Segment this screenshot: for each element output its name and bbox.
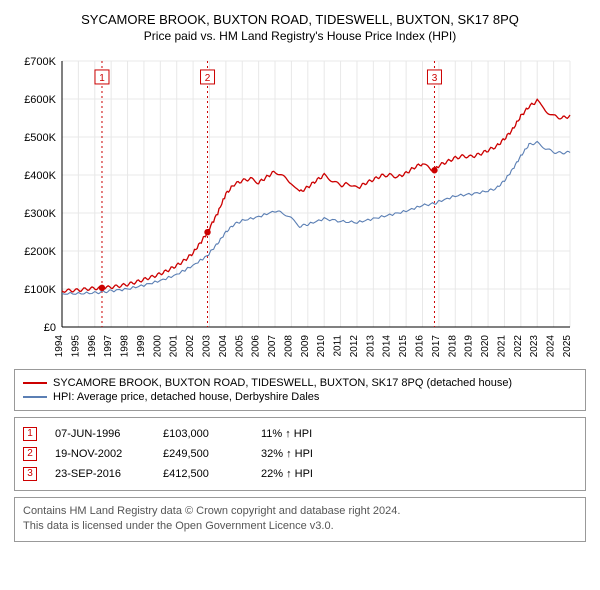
svg-text:£600K: £600K [24,94,56,106]
svg-text:2019: 2019 [464,335,475,358]
sale-row: 3 23-SEP-2016 £412,500 22% ↑ HPI [23,464,577,484]
svg-text:2025: 2025 [562,335,573,358]
svg-text:2009: 2009 [300,335,311,358]
svg-text:2013: 2013 [365,335,376,358]
sale-date: 19-NOV-2002 [55,448,145,460]
svg-text:2015: 2015 [398,335,409,358]
svg-text:2002: 2002 [185,335,196,358]
sale-marker-icon: 2 [23,447,37,461]
legend-label: HPI: Average price, detached house, Derb… [53,391,319,403]
svg-text:2011: 2011 [333,335,344,357]
svg-text:2021: 2021 [496,335,507,358]
svg-text:£400K: £400K [24,170,56,182]
sales-table: 1 07-JUN-1996 £103,000 11% ↑ HPI 2 19-NOV-200… [14,417,586,491]
svg-text:2017: 2017 [431,335,442,358]
sale-vs-hpi: 32% ↑ HPI [261,448,371,460]
sale-row: 1 07-JUN-1996 £103,000 11% ↑ HPI [23,424,577,444]
sale-vs-hpi: 11% ↑ HPI [261,428,371,440]
sale-row: 2 19-NOV-2002 £249,500 32% ↑ HPI [23,444,577,464]
svg-text:1994: 1994 [54,335,65,358]
svg-text:£200K: £200K [24,246,56,258]
svg-text:2003: 2003 [201,335,212,358]
chart-title: SYCAMORE BROOK, BUXTON ROAD, TIDESWELL, … [14,12,586,27]
sale-date: 07-JUN-1996 [55,428,145,440]
svg-text:2: 2 [205,73,211,84]
footer-line-1: Contains HM Land Registry data © Crown c… [23,504,577,519]
svg-text:2016: 2016 [415,335,426,358]
svg-text:1995: 1995 [70,335,81,358]
svg-text:2024: 2024 [546,335,557,358]
legend: SYCAMORE BROOK, BUXTON ROAD, TIDESWELL, … [14,369,586,411]
svg-text:2006: 2006 [251,335,262,358]
legend-swatch [23,396,47,398]
legend-item: SYCAMORE BROOK, BUXTON ROAD, TIDESWELL, … [23,376,577,390]
chart-area: £0 £100K £200K £300K £400K £500K £600K £700K 199… [14,53,586,363]
svg-text:£700K: £700K [24,56,56,68]
svg-text:2007: 2007 [267,335,278,358]
sale-marker-icon: 1 [23,427,37,441]
svg-text:2018: 2018 [447,335,458,358]
svg-text:2001: 2001 [169,335,180,358]
sale-date: 23-SEP-2016 [55,468,145,480]
svg-text:2012: 2012 [349,335,360,358]
svg-text:2010: 2010 [316,335,327,358]
svg-text:2020: 2020 [480,335,491,358]
svg-text:2023: 2023 [529,335,540,358]
sale-price: £249,500 [163,448,243,460]
legend-label: SYCAMORE BROOK, BUXTON ROAD, TIDESWELL, … [53,377,512,389]
sale-marker-icon: 3 [23,467,37,481]
footer-line-2: This data is licensed under the Open Gov… [23,519,577,534]
svg-text:2022: 2022 [513,335,524,358]
sale-vs-hpi: 22% ↑ HPI [261,468,371,480]
svg-text:3: 3 [432,73,438,84]
legend-item: HPI: Average price, detached house, Derb… [23,390,577,404]
svg-text:£300K: £300K [24,208,56,220]
svg-text:1996: 1996 [87,335,98,358]
svg-text:£0: £0 [44,322,56,334]
line-chart: £0 £100K £200K £300K £400K £500K £600K £700K 199… [14,53,574,363]
sale-price: £103,000 [163,428,243,440]
svg-text:1998: 1998 [120,335,131,358]
svg-text:1: 1 [99,73,105,84]
svg-text:1997: 1997 [103,335,114,358]
legend-swatch [23,382,47,384]
svg-text:£100K: £100K [24,284,56,296]
svg-text:£500K: £500K [24,132,56,144]
svg-text:2005: 2005 [234,335,245,358]
svg-text:2014: 2014 [382,335,393,358]
svg-text:2000: 2000 [152,335,163,358]
svg-text:2008: 2008 [283,335,294,358]
svg-text:1999: 1999 [136,335,147,358]
sale-price: £412,500 [163,468,243,480]
svg-text:2004: 2004 [218,335,229,358]
attribution: Contains HM Land Registry data © Crown c… [14,497,586,542]
chart-subtitle: Price paid vs. HM Land Registry's House … [14,29,586,43]
